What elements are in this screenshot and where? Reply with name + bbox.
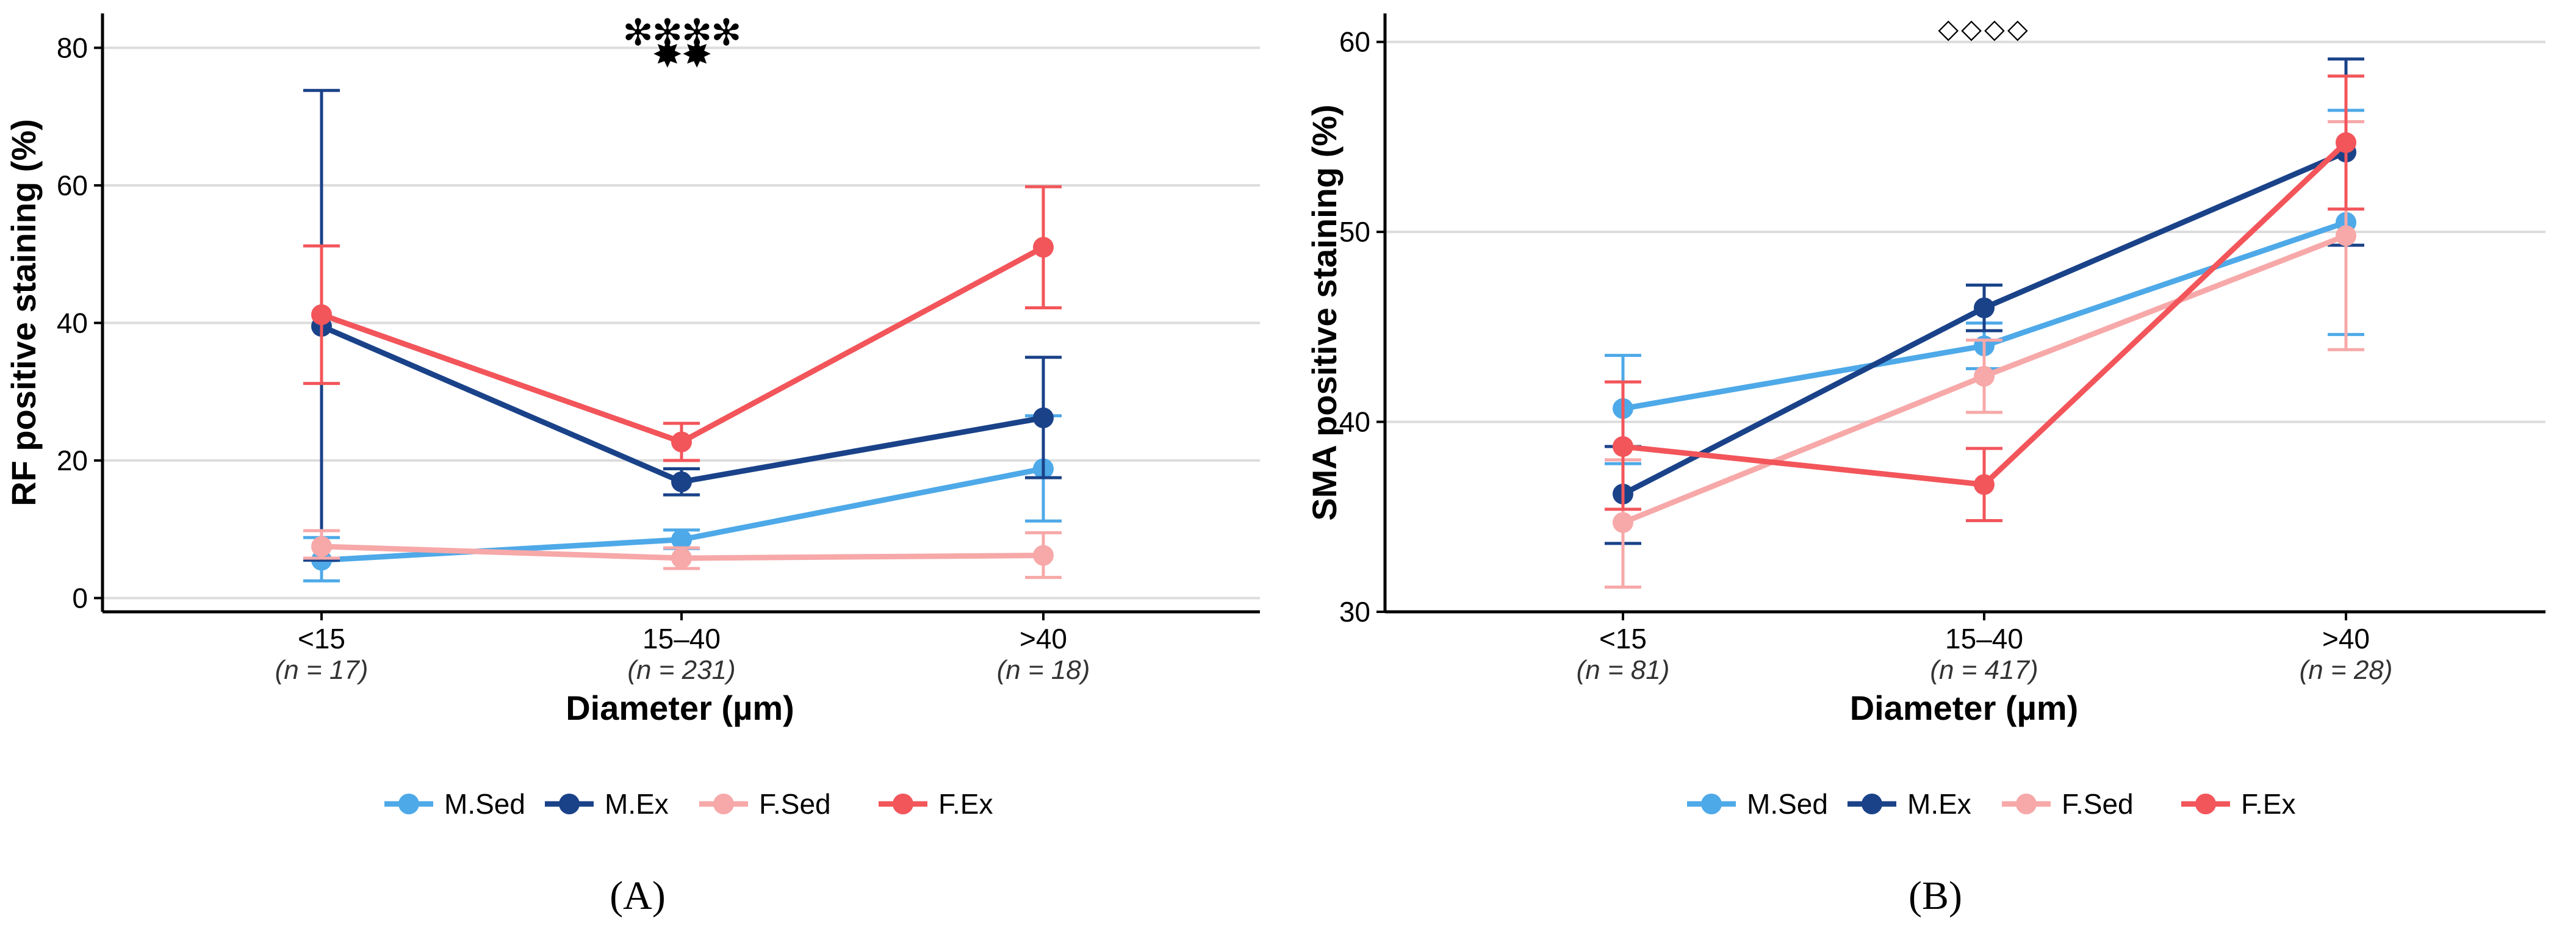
data-point [2336, 132, 2356, 153]
x-tick-label: 15–40 [1945, 623, 2023, 655]
data-point [1974, 365, 1995, 387]
significance-marker: ◇◇◇◇ [1938, 13, 2030, 45]
sample-size-label: (n = 417) [1930, 655, 2038, 685]
y-axis-title: SMA positive staining (%) [1305, 104, 1344, 520]
legend-key-point [713, 794, 734, 814]
significance-marker: ✸✸ [652, 34, 711, 76]
y-tick-label: 60 [57, 170, 88, 201]
legend-label: M.Sed [1747, 788, 1828, 820]
data-point [1033, 545, 1054, 566]
data-point [671, 471, 692, 492]
legend-key-point [1701, 794, 1722, 814]
data-point [671, 529, 692, 550]
legend-label: M.Sed [444, 788, 525, 820]
data-point [671, 548, 692, 569]
sample-size-label: (n = 231) [627, 655, 735, 685]
x-axis-title: Diameter (µm) [1850, 689, 2079, 727]
y-tick-label: 40 [57, 307, 88, 339]
legend-label: F.Sed [2062, 788, 2134, 820]
x-tick-label: >40 [1020, 623, 1067, 655]
legend-key-point [559, 794, 580, 814]
legend-key-point [1862, 794, 1882, 814]
panel-label: (B) [1909, 873, 1962, 918]
data-point [1613, 512, 1633, 533]
data-point [1974, 474, 1995, 495]
y-tick-label: 20 [57, 445, 88, 476]
panel-label: (A) [610, 873, 666, 918]
series-line-f-ex [320, 245, 1045, 445]
legend-key-point [893, 794, 913, 814]
x-tick-label: <15 [298, 623, 345, 655]
x-axis-title: Diameter (µm) [566, 689, 794, 727]
y-axis-title: RF positive staining (%) [4, 119, 43, 506]
legend-label: F.Ex [938, 788, 993, 820]
data-point [2336, 225, 2356, 246]
legend-label: M.Ex [1907, 788, 1971, 820]
sample-size-label: (n = 81) [1577, 655, 1670, 685]
y-tick-label: 40 [1339, 406, 1370, 438]
significance-marker: ✻✻✻✻ [622, 12, 740, 54]
legend-label: M.Ex [605, 788, 669, 820]
data-point [671, 431, 692, 453]
legend-key-point [2016, 794, 2037, 814]
x-tick-label: 15–40 [642, 623, 721, 655]
sample-size-label: (n = 18) [997, 655, 1090, 685]
data-point [1033, 237, 1054, 258]
data-point [1033, 407, 1054, 429]
legend-key-point [398, 794, 419, 814]
y-tick-label: 0 [72, 582, 88, 614]
data-point [311, 304, 332, 325]
y-tick-label: 80 [57, 32, 88, 63]
y-tick-label: 30 [1339, 596, 1370, 628]
legend-key-point [2195, 794, 2216, 814]
x-tick-label: <15 [1599, 623, 1647, 655]
legend-label: F.Ex [2241, 788, 2295, 820]
data-point [1974, 297, 1995, 318]
sample-size-label: (n = 17) [275, 655, 369, 685]
data-point [311, 536, 332, 557]
x-tick-label: >40 [2322, 623, 2370, 655]
legend-label: F.Sed [759, 788, 831, 820]
data-point [1613, 436, 1633, 457]
y-tick-label: 60 [1339, 26, 1370, 58]
sample-size-label: (n = 28) [2300, 655, 2393, 685]
y-tick-label: 50 [1339, 216, 1370, 248]
